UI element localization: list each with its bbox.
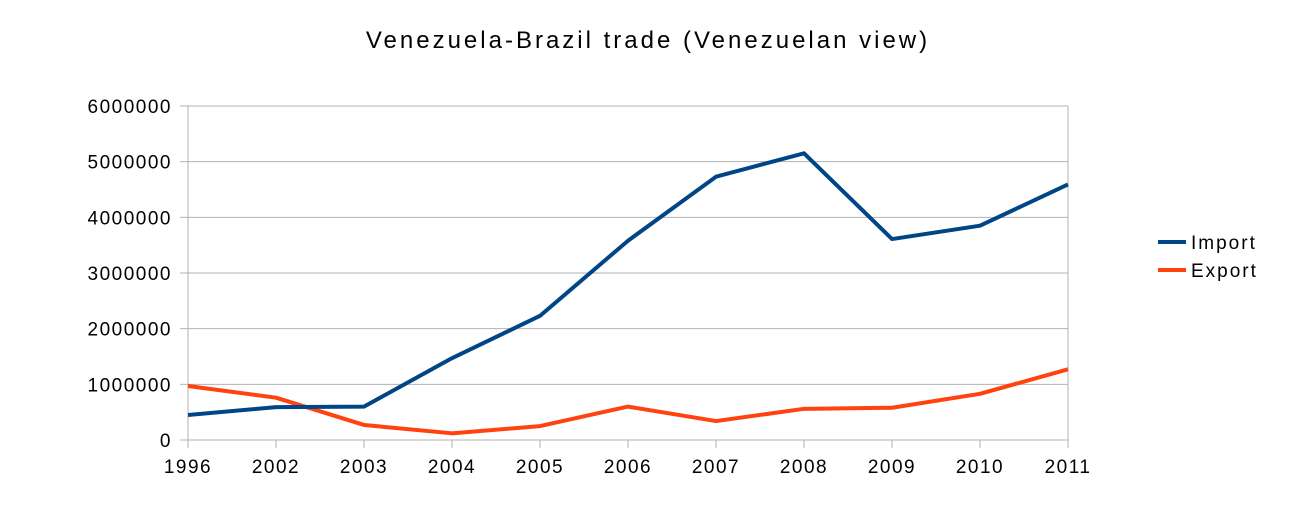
x-tick-label: 2011 xyxy=(1045,457,1092,478)
series-line-export xyxy=(187,367,1069,436)
x-tick-label: 2008 xyxy=(780,457,828,478)
chart-title: Venezuela-Brazil trade (Venezuelan view) xyxy=(366,27,930,54)
y-tick-label: 1000000 xyxy=(88,375,172,396)
x-tick-label: 1996 xyxy=(164,457,212,478)
x-tick-label: 2006 xyxy=(604,457,652,478)
y-axis: 0 1000000 2000000 3000000 4000000 5000000 6000… xyxy=(88,97,1069,452)
legend-label-export: Export xyxy=(1191,261,1258,282)
series-line-import xyxy=(187,151,1069,417)
y-tick-label: 3000000 xyxy=(88,264,172,285)
legend: Import Export xyxy=(1158,233,1258,282)
y-tick-label: 2000000 xyxy=(88,320,172,341)
grid-lines xyxy=(188,105,1068,441)
x-axis: 1996 2002 2003 2004 2005 2006 2007 2008 2009 2010… xyxy=(164,440,1092,478)
x-tick-label: 2003 xyxy=(340,457,388,478)
y-tick-label: 5000000 xyxy=(88,153,172,174)
x-tick-label: 2002 xyxy=(252,457,300,478)
y-tick-label: 6000000 xyxy=(88,97,172,118)
x-tick-label: 2004 xyxy=(428,457,476,478)
y-tick-label: 0 xyxy=(160,431,172,452)
series-lines xyxy=(187,151,1069,436)
x-tick-label: 2005 xyxy=(516,457,564,478)
x-tick-label: 2009 xyxy=(868,457,916,478)
x-tick-label: 2007 xyxy=(692,457,740,478)
y-tick-label: 4000000 xyxy=(88,208,172,229)
legend-label-import: Import xyxy=(1191,233,1257,254)
x-tick-label: 2010 xyxy=(956,457,1004,478)
